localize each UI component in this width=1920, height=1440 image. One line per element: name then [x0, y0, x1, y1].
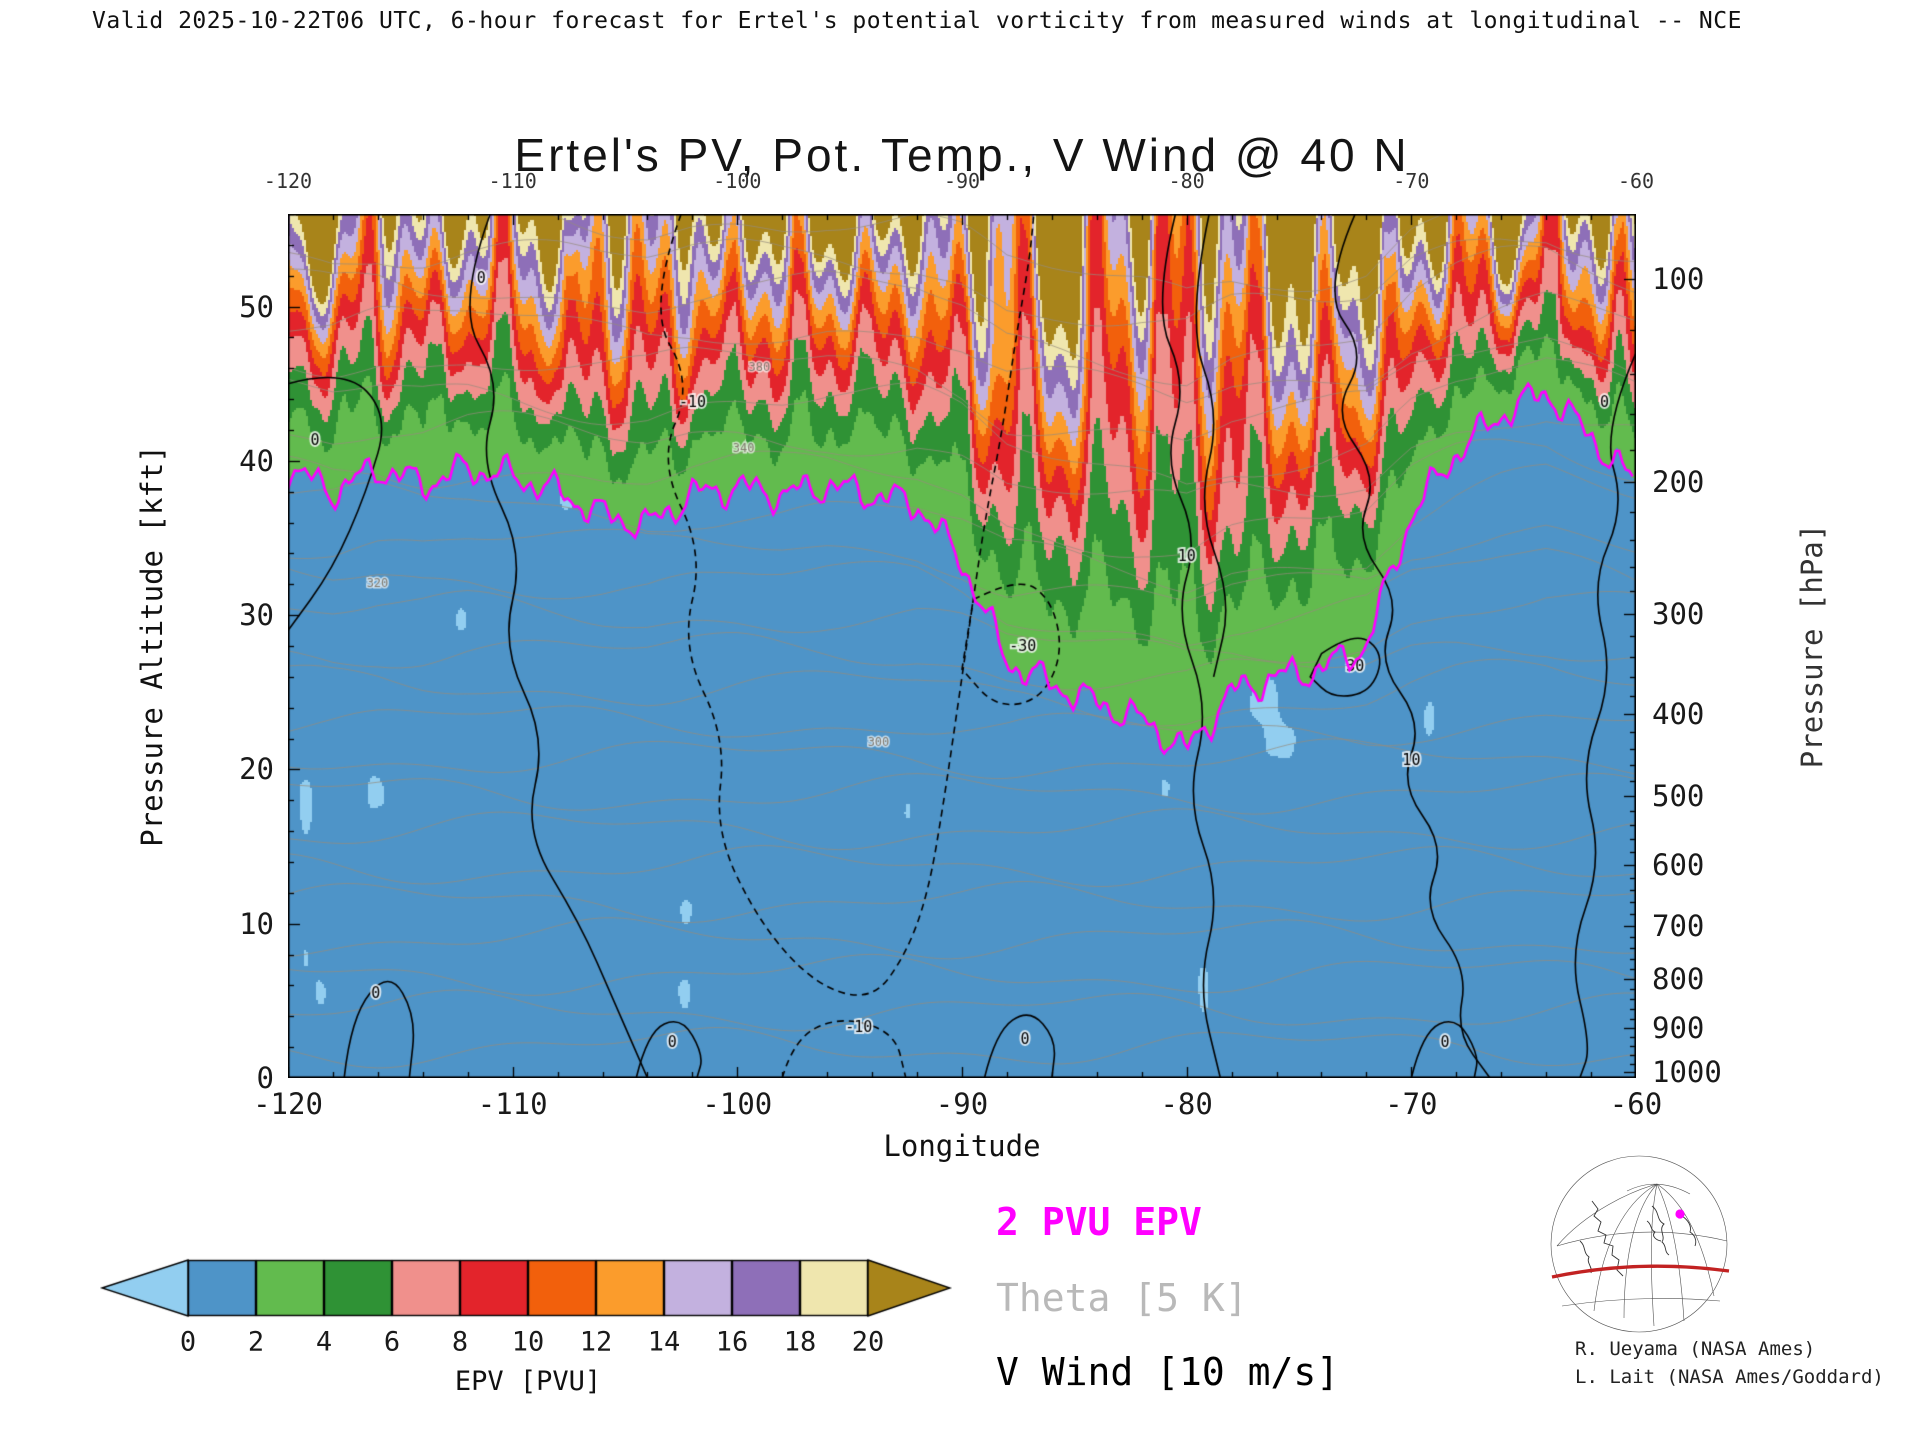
y-left-axis-title: Pressure Altitude [kft] — [135, 445, 169, 847]
x-axis-title: Longitude — [883, 1129, 1041, 1163]
colorbar-tick-label: 4 — [315, 1326, 333, 1358]
y-left-tick-label: 30 — [239, 598, 274, 633]
colorbar-tick-label: 2 — [247, 1326, 265, 1358]
legend-2pvu-epv: 2 PVU EPV — [996, 1200, 1202, 1244]
x-tick-label-top: -70 — [1393, 169, 1430, 193]
x-tick-label-top: -90 — [943, 169, 981, 193]
colorbar-tick-label: 6 — [383, 1326, 401, 1358]
x-tick-label-top: -110 — [488, 169, 537, 193]
legend-theta: Theta [5 K] — [996, 1276, 1248, 1320]
colorbar-tick-label: 20 — [851, 1326, 885, 1358]
colorbar-tick-label: 8 — [451, 1326, 469, 1358]
map-location-dot — [1675, 1209, 1685, 1219]
pressure-tick-label: 100 — [1652, 261, 1705, 296]
pressure-tick-label: 1000 — [1652, 1055, 1722, 1090]
credit-line-1: R. Ueyama (NASA Ames) — [1575, 1338, 1816, 1360]
y-left-tick-label: 50 — [239, 289, 274, 324]
plot-title: Ertel's PV, Pot. Temp., V Wind @ 40 N — [514, 129, 1410, 181]
colorbar-tick-label: 10 — [511, 1326, 545, 1358]
x-tick-label-top: -120 — [263, 169, 313, 193]
y-left-tick-label: 0 — [256, 1061, 274, 1095]
epv-colorbar — [100, 1256, 952, 1320]
pressure-tick-label: 500 — [1652, 778, 1705, 813]
pressure-tick-label: 200 — [1652, 465, 1705, 500]
pressure-tick-label: 300 — [1652, 597, 1705, 632]
pressure-tick-label: 900 — [1652, 1010, 1705, 1045]
legend-vwind: V Wind [10 m/s] — [996, 1350, 1340, 1394]
map-latitude-line — [1551, 1264, 1730, 1279]
x-tick-label: -110 — [477, 1087, 548, 1121]
y-left-tick-label: 20 — [239, 752, 274, 787]
pressure-tick-label: 600 — [1652, 848, 1705, 883]
x-tick-label-top: -60 — [1617, 169, 1655, 193]
x-tick-label: -90 — [935, 1087, 989, 1121]
colorbar-tick-label: 14 — [647, 1326, 681, 1358]
x-tick-label: -70 — [1385, 1087, 1438, 1121]
map-coastline — [1579, 1200, 1697, 1277]
colorbar-label: EPV [PVU] — [454, 1366, 602, 1397]
validity-header: Valid 2025-10-22T06 UTC, 6-hour forecast… — [92, 8, 1742, 34]
colorbar-tick-label: 16 — [715, 1326, 749, 1358]
pv-cross-section-plot — [288, 214, 1636, 1078]
y-left-tick-label: 40 — [239, 443, 274, 478]
x-tick-label: -80 — [1160, 1087, 1213, 1121]
colorbar-tick-label: 18 — [783, 1326, 817, 1358]
map-graticule — [1550, 1155, 1728, 1333]
x-tick-label: -100 — [702, 1087, 773, 1121]
pressure-tick-label: 400 — [1652, 697, 1705, 732]
credit-line-2: L. Lait (NASA Ames/Goddard) — [1575, 1366, 1884, 1388]
x-tick-label-top: -100 — [713, 169, 762, 193]
map-inset — [1550, 1155, 1730, 1333]
x-tick-label: -60 — [1609, 1087, 1663, 1121]
pressure-tick-label: 700 — [1652, 908, 1705, 943]
y-right-axis-title: Pressure [hPa] — [1795, 523, 1829, 769]
x-tick-label: -120 — [253, 1087, 323, 1121]
pressure-tick-label: 800 — [1652, 962, 1705, 997]
colorbar-tick-label: 0 — [179, 1326, 197, 1358]
x-tick-label-top: -80 — [1168, 169, 1205, 193]
colorbar-tick-label: 12 — [579, 1326, 613, 1358]
y-left-tick-label: 10 — [239, 906, 274, 941]
